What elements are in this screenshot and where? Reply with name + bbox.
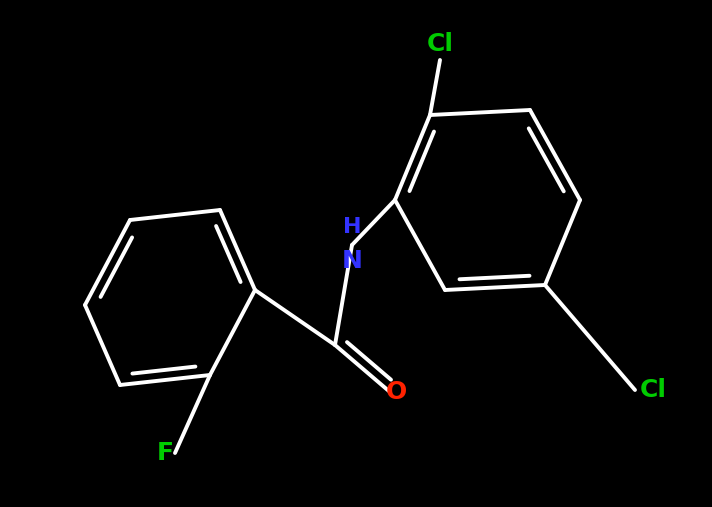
Text: Cl: Cl bbox=[640, 378, 667, 402]
Text: N: N bbox=[342, 249, 362, 273]
Text: O: O bbox=[385, 380, 407, 404]
Text: Cl: Cl bbox=[426, 32, 454, 56]
Text: H: H bbox=[342, 217, 361, 237]
Text: F: F bbox=[157, 441, 174, 465]
